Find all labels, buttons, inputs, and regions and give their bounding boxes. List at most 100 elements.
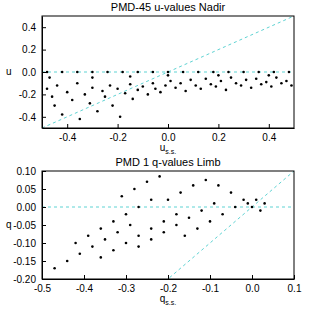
data-point <box>125 213 128 216</box>
data-point <box>184 90 187 93</box>
data-point <box>182 71 185 74</box>
x-axis-line <box>43 279 295 280</box>
data-point <box>184 235 187 238</box>
data-point <box>125 242 128 245</box>
data-point <box>197 71 200 74</box>
data-point <box>212 71 215 74</box>
data-point <box>194 84 197 87</box>
x-tick-mark <box>84 275 85 279</box>
y-tick-mark <box>42 189 46 190</box>
y-tick-mark <box>42 27 46 28</box>
data-point <box>263 202 266 205</box>
x-tick-mark <box>168 275 169 279</box>
plot-area <box>42 16 294 128</box>
data-point <box>175 224 178 227</box>
x-tick-mark <box>67 124 68 128</box>
data-point <box>213 202 216 205</box>
plot-area <box>42 171 294 279</box>
data-point <box>273 71 276 74</box>
y-tick-mark <box>42 261 46 262</box>
data-point <box>280 82 283 85</box>
data-point <box>131 98 134 101</box>
data-point <box>209 220 212 223</box>
y-tick-label: 0.0 <box>22 67 36 78</box>
data-point <box>56 84 59 87</box>
data-point <box>71 99 74 102</box>
x-tick-label: -0.3 <box>118 283 136 294</box>
plot-frame <box>42 16 294 128</box>
data-point <box>260 83 263 86</box>
data-point <box>285 80 288 83</box>
chart-title: PMD-45 u-values Nadir <box>111 1 226 13</box>
data-point <box>154 88 157 91</box>
y-tick-mark <box>42 94 46 95</box>
data-point <box>76 71 79 74</box>
data-point <box>242 71 245 74</box>
x-tick: -0.4 <box>59 124 77 143</box>
data-point <box>100 256 103 259</box>
data-point <box>250 86 253 89</box>
data-point <box>230 191 233 194</box>
data-point <box>255 199 258 202</box>
x-tick-label: -0.4 <box>59 132 77 143</box>
panel: PMD 1 q-values Limb-0.5-0.4-0.3-0.2-0.10… <box>6 156 302 313</box>
data-point <box>66 260 69 263</box>
data-point <box>150 199 153 202</box>
data-point <box>235 82 238 85</box>
data-point <box>189 79 192 82</box>
data-point <box>163 220 166 223</box>
x-tick-mark <box>168 124 169 128</box>
data-point <box>150 238 153 241</box>
data-point <box>167 71 170 74</box>
data-point <box>136 71 139 74</box>
y-tick: 0.0 <box>22 67 46 78</box>
data-point <box>205 179 208 182</box>
data-point <box>137 245 140 248</box>
data-point <box>84 93 87 96</box>
data-point <box>150 227 153 230</box>
data-point <box>96 110 99 113</box>
y-tick-mark <box>42 117 46 118</box>
data-point <box>111 104 114 107</box>
y-axis-title: q <box>6 219 12 230</box>
data-point <box>51 95 54 98</box>
data-point <box>46 88 49 91</box>
x-tick-mark <box>118 124 119 128</box>
x-tick: 0.4 <box>262 124 276 143</box>
data-point <box>227 71 230 74</box>
data-point <box>61 71 64 74</box>
data-point <box>109 84 112 87</box>
data-point <box>230 76 233 79</box>
y-tick-label: 0.00 <box>17 202 37 213</box>
data-point <box>106 71 109 74</box>
y-tick: -0.2 <box>19 89 46 100</box>
data-point <box>116 231 119 234</box>
data-point <box>200 209 203 212</box>
y-tick: -0.20 <box>13 274 46 285</box>
x-tick-label: -0.4 <box>76 283 94 294</box>
x-axis-title: qs.s. <box>160 293 177 306</box>
data-point <box>129 75 132 78</box>
x-tick: 0.2 <box>212 124 226 143</box>
y-tick: -0.05 <box>13 220 46 231</box>
x-tick-label: -0.1 <box>202 283 220 294</box>
data-point <box>74 242 77 245</box>
data-point <box>112 220 115 223</box>
x-tick-mark <box>126 275 127 279</box>
data-point <box>257 71 260 74</box>
data-point <box>61 113 64 116</box>
x-tick: 0.1 <box>288 275 302 294</box>
identity-line <box>42 16 294 128</box>
chart-title: PMD 1 q-values Limb <box>115 156 220 168</box>
panel: PMD-45 u-values Nadir-0.4-0.20.00.20.4-0… <box>6 1 295 155</box>
data-point <box>136 89 139 92</box>
figure: PMD-45 u-values Nadir -0.4 -0.2 0.0 0.2 0.4 -0… <box>0 0 310 313</box>
data-point <box>270 85 273 88</box>
data-point <box>158 175 161 178</box>
data-point <box>245 79 248 82</box>
data-point <box>196 227 199 230</box>
data-point <box>91 86 94 89</box>
y-tick-mark <box>42 72 46 73</box>
data-point <box>179 191 182 194</box>
x-axis-title-subscript: s.s. <box>165 148 176 155</box>
